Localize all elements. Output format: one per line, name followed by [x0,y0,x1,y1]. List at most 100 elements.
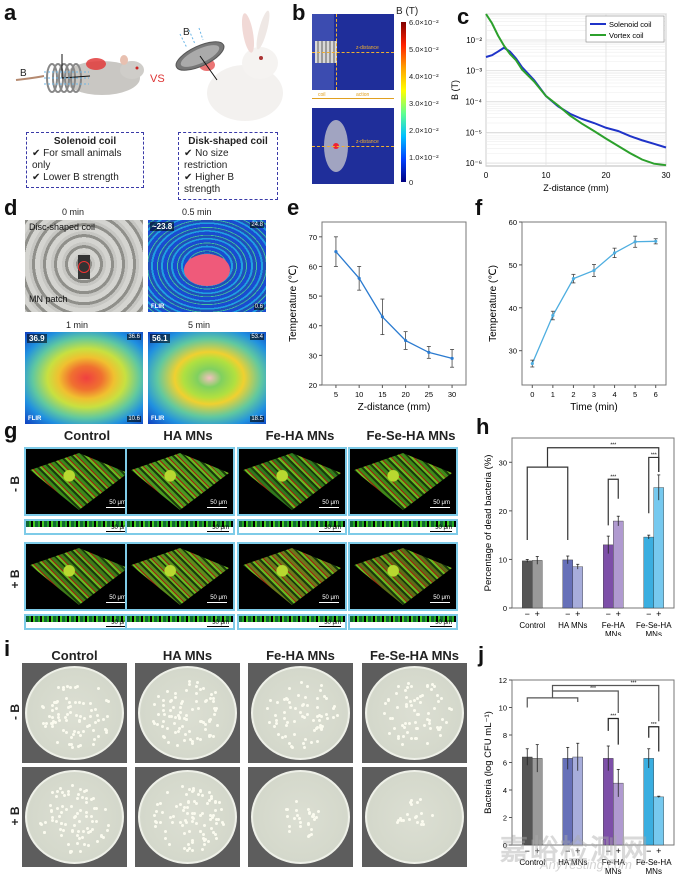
column-header: Control [63,428,111,443]
colony [155,722,159,726]
colony [336,713,340,717]
colony [293,707,297,711]
colony [156,802,160,806]
colony [64,808,68,812]
chart-c-magnetic-field: 0 10 20 30 10⁻² 10⁻³ 10⁻⁴ 10⁻⁵ 10⁻⁶ Z-distance (m… [450,13,671,193]
colony [187,830,191,834]
colony [293,733,297,737]
solenoid-rat-illustration [14,40,144,100]
colony [55,794,59,798]
scale-bar-50: 50 μm [207,595,227,603]
category-label: HA MNs [558,621,587,630]
colony [183,733,187,737]
colony [396,734,400,738]
colony [82,842,86,846]
confocal-3d-image: 50 μm [237,542,347,611]
colony [64,731,68,735]
colony [275,701,279,705]
x-tick-label: 10 [355,390,363,399]
b-field-label-left: B [20,68,27,79]
colony [63,822,67,826]
solenoid-item-text: For small animals only [32,148,122,171]
flir-logo: FLIR [151,416,165,422]
colony [292,816,296,820]
colony [87,831,91,835]
x-tick-label: 30 [448,390,456,399]
colony [56,807,60,811]
colony [174,695,178,699]
significance-stars: *** [651,452,657,458]
colony [81,795,85,799]
colony [401,818,405,822]
disk-field-simulation: z-distance [312,108,394,184]
colony [212,706,216,710]
colony [155,821,159,825]
colony [196,706,200,710]
data-point [551,313,555,318]
colony [176,713,180,717]
colony [413,709,417,713]
colony [217,818,221,822]
colony [190,742,194,746]
colony [198,789,202,793]
colony [425,741,429,745]
colony [201,686,205,690]
colony [315,714,319,718]
colony [287,825,291,829]
check-icon: ✔ [184,148,193,159]
x-axis-label: Z-distance (mm) [358,402,431,413]
sub-label: + [656,846,661,856]
significance-stars: *** [610,443,616,449]
colony [184,818,188,822]
colony [449,708,453,712]
colony [212,697,216,701]
colony [210,693,214,697]
colony [186,801,190,805]
colony [64,719,68,723]
agar-plate [135,663,240,763]
colony [56,741,60,745]
colony [85,725,89,729]
category-label: Fe-HA [602,621,626,630]
colony [312,728,316,732]
panel-j-letter: j [478,642,485,667]
colony [198,830,202,834]
colony [170,699,174,703]
confocal-3d-image: 50 μm [125,447,235,516]
colony [285,696,289,700]
scale-label: 30 μm [324,525,341,531]
colony [51,704,55,708]
colony [68,686,72,690]
scale-label: 30 μm [435,525,452,531]
colony [76,842,80,846]
watermark-en: AnyTesting.com [540,857,633,872]
colony [439,696,443,700]
colony [175,804,179,808]
z-distance-label-top: z-distance [356,45,379,51]
colony [187,843,191,847]
colony [194,700,198,704]
y-tick-label: 60 [509,218,517,227]
colony [416,821,420,825]
colony [177,726,181,730]
colony [62,685,66,689]
colony [287,830,291,834]
colony [92,737,96,741]
colony [94,720,98,724]
colony [188,737,192,741]
colony [197,793,201,797]
colony [215,836,219,840]
colony [39,821,43,825]
colony [159,801,163,805]
data-point [571,277,576,281]
colony [316,696,320,700]
colony [96,713,100,717]
panel-d-letter: d [4,195,18,220]
colony [67,701,71,704]
agar-plate [22,767,127,867]
colony [170,821,174,825]
plot-frame [521,221,667,386]
colony [191,708,195,712]
row-header: - B [8,704,22,720]
colorbar-tick: 4.0×10⁻² [409,72,439,81]
